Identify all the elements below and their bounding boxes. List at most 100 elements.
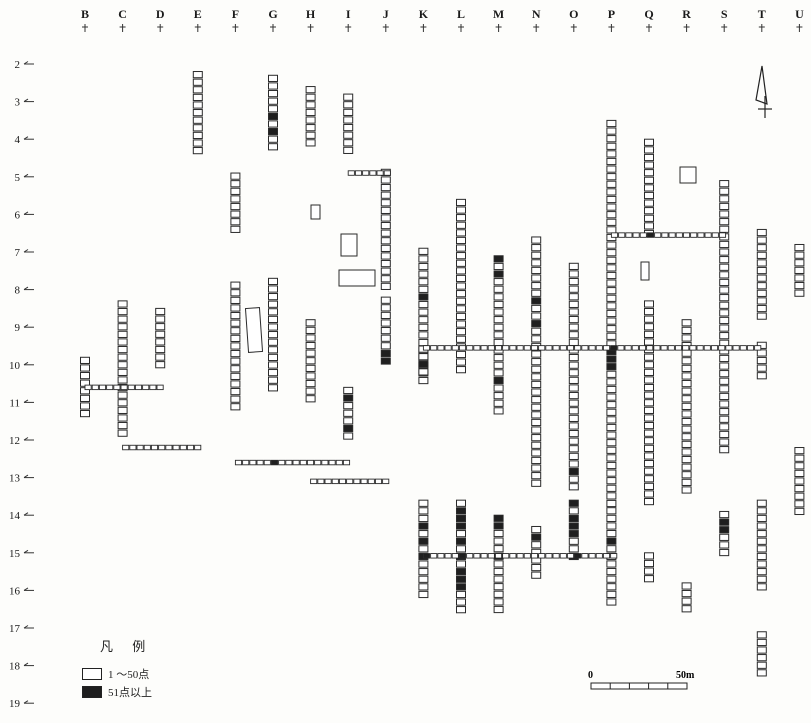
pit-dense (494, 256, 503, 262)
pit-sparse (607, 189, 616, 195)
pit-sparse (720, 401, 729, 407)
pit-sparse (419, 561, 428, 567)
pit-dense (720, 527, 729, 533)
pit-sparse (159, 445, 165, 450)
pit-sparse (344, 410, 353, 416)
pit-sparse (269, 144, 278, 150)
pit-sparse (676, 233, 682, 238)
pit-sparse (569, 446, 578, 452)
pit-sparse (193, 125, 202, 131)
column-label-P: P (608, 7, 615, 21)
pit-sparse (306, 380, 315, 386)
pit-sparse (457, 268, 466, 274)
pit-sparse (193, 94, 202, 100)
pit-sparse (682, 472, 691, 478)
pit-sparse (457, 546, 466, 552)
pit-sparse (118, 346, 127, 352)
pit-sparse (438, 554, 444, 559)
pit-sparse (269, 324, 278, 330)
pit-sparse (705, 233, 711, 238)
pit-sparse (137, 445, 143, 450)
column-label-R: R (682, 7, 691, 21)
pit-sparse (381, 305, 390, 311)
pit-sparse (231, 373, 240, 379)
pit-sparse (757, 632, 766, 638)
pit-sparse (720, 416, 729, 422)
pit-sparse (494, 324, 503, 330)
pit-sparse (690, 346, 696, 351)
pit-sparse (795, 478, 804, 484)
pit-sparse (318, 479, 324, 484)
pit-sparse (269, 385, 278, 391)
legend: 凡 例 1 ～50点 51点以上 (82, 636, 153, 701)
pit-sparse (607, 136, 616, 142)
pit-sparse (720, 325, 729, 331)
pit-sparse (503, 346, 509, 351)
pit-sparse (532, 351, 541, 357)
pit-sparse (279, 460, 285, 465)
pit-sparse (325, 479, 331, 484)
pit-sparse (720, 549, 729, 555)
pit-sparse (348, 171, 354, 176)
pit-sparse (144, 445, 150, 450)
pit-sparse (757, 350, 766, 356)
pit-sparse (306, 102, 315, 108)
pit-sparse (720, 386, 729, 392)
pit-sparse (575, 346, 581, 351)
pit-sparse (603, 554, 609, 559)
pit-sparse (494, 339, 503, 345)
pit-sparse (269, 354, 278, 360)
pit-sparse (457, 336, 466, 342)
pit-sparse (488, 554, 494, 559)
pit-sparse (645, 576, 654, 582)
pit-sparse (569, 354, 578, 360)
pit-sparse (698, 233, 704, 238)
pit-sparse (156, 324, 165, 330)
pit-sparse (231, 335, 240, 341)
pit-sparse (720, 439, 729, 445)
pit-sparse (795, 455, 804, 461)
pit-sparse (118, 400, 127, 406)
pit-sparse (494, 309, 503, 315)
pit-sparse (619, 233, 625, 238)
pit-sparse (795, 463, 804, 469)
column-label-S: S (721, 7, 728, 21)
scale-bar-end-label: 50m (676, 670, 695, 681)
pit-sparse (457, 599, 466, 605)
pit-sparse (757, 500, 766, 506)
pit-dense (344, 425, 353, 431)
pit-sparse (269, 286, 278, 292)
pit-sparse (494, 294, 503, 300)
pit-sparse (795, 290, 804, 296)
pit-sparse (419, 332, 428, 338)
pit-sparse (383, 479, 389, 484)
legend-title: 凡 例 (100, 636, 153, 655)
pit-sparse (645, 147, 654, 153)
pit-sparse (118, 362, 127, 368)
pit-sparse (607, 212, 616, 218)
pit-sparse (682, 449, 691, 455)
pit-sparse (720, 249, 729, 255)
pit-sparse (532, 572, 541, 578)
column-label-F: F (232, 7, 239, 21)
pit-sparse (524, 346, 530, 351)
pit-sparse (757, 252, 766, 258)
pit-sparse (697, 346, 703, 351)
pit-sparse (757, 290, 766, 296)
pit-sparse (419, 271, 428, 277)
pit-sparse (457, 237, 466, 243)
pit-sparse (567, 346, 573, 351)
pit-dense (494, 271, 503, 277)
pit-sparse (457, 329, 466, 335)
pit-sparse (607, 584, 616, 590)
pit-sparse (569, 370, 578, 376)
pit-sparse (532, 412, 541, 418)
pit-sparse (607, 515, 616, 521)
pit-sparse (645, 170, 654, 176)
pit-sparse (532, 389, 541, 395)
pit-sparse (607, 303, 616, 309)
pit-sparse (381, 177, 390, 183)
pit-sparse (231, 396, 240, 402)
pit-sparse (156, 362, 165, 368)
column-label-U: U (795, 7, 804, 21)
